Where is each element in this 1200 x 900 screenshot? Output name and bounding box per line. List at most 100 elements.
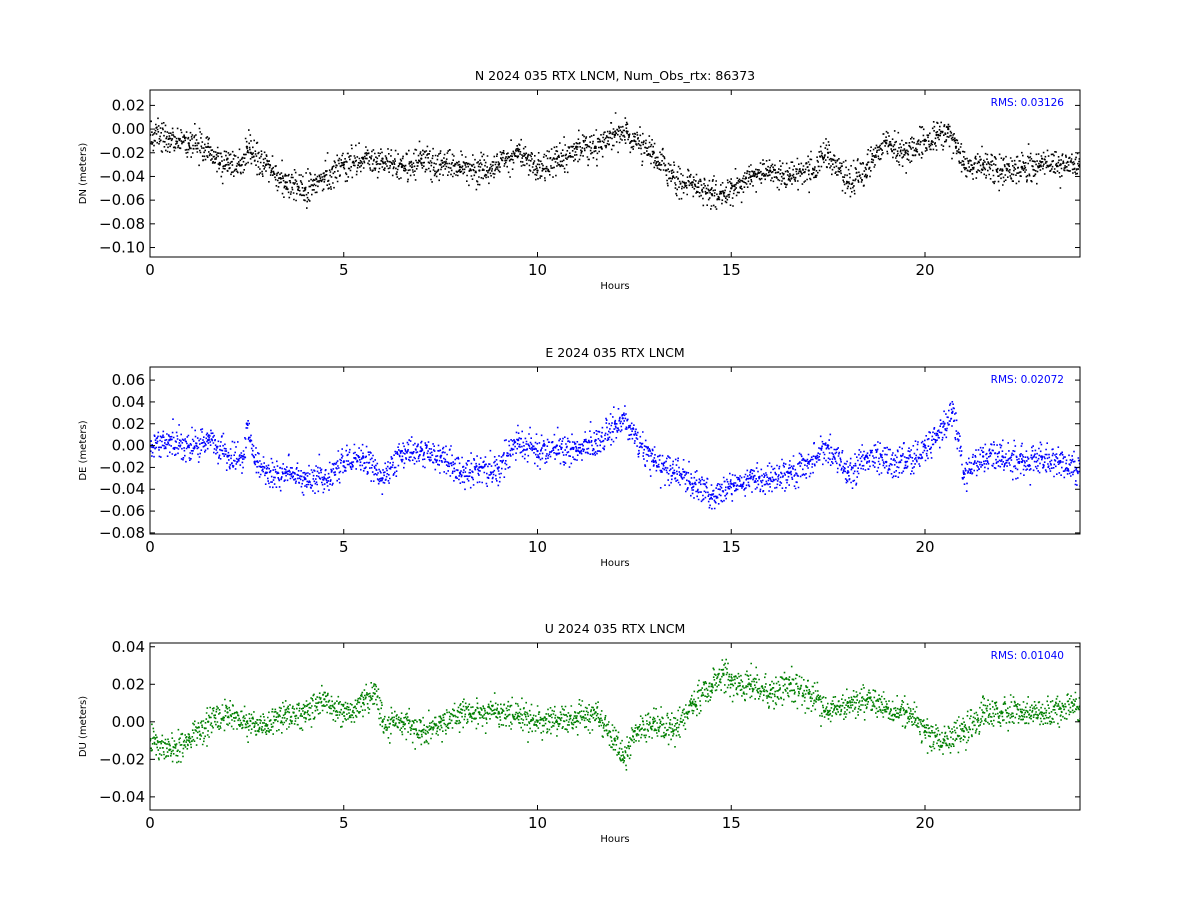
data-point <box>206 720 210 724</box>
data-point <box>516 438 520 442</box>
x-tick-label: 15 <box>722 261 741 279</box>
data-point <box>943 739 946 742</box>
data-point <box>633 139 636 143</box>
data-point <box>361 157 365 160</box>
data-point <box>373 692 376 695</box>
rms-annotation: RMS: 0.02072 <box>991 374 1064 386</box>
data-point <box>768 692 772 695</box>
data-point <box>1020 460 1024 464</box>
data-point <box>710 683 714 686</box>
panel-1: 0 5 10 15 20 0.02 0.00 −0.02 −0.04 −0.06 −0.08 −0.1… <box>78 68 1081 292</box>
data-point <box>904 711 907 714</box>
data-point <box>168 137 171 140</box>
data-point <box>594 145 597 149</box>
y-tick-label: 0.02 <box>112 96 145 114</box>
data-point <box>885 460 888 464</box>
data-point <box>652 720 655 724</box>
y-tick-label: 0.00 <box>112 713 145 731</box>
data-point <box>826 444 830 447</box>
data-point <box>381 157 384 160</box>
data-point <box>555 720 559 724</box>
data-point <box>284 181 287 184</box>
data-point <box>594 711 597 714</box>
data-point <box>788 175 791 178</box>
data-point <box>671 175 675 178</box>
panel-title: U 2024 035 RTX LNCM <box>545 621 686 636</box>
data-point <box>400 165 404 169</box>
data-point <box>923 729 927 733</box>
data-point <box>885 705 888 708</box>
x-tick-label: 0 <box>145 538 155 556</box>
data-point <box>206 438 210 442</box>
y-tick-label: −0.02 <box>99 144 145 162</box>
data-point <box>652 460 655 464</box>
axes-frame <box>149 89 1081 258</box>
data-point <box>439 163 442 166</box>
y-tick-label: 0.04 <box>112 393 145 411</box>
y-axis-label: DN (meters) <box>78 143 89 205</box>
data-points <box>150 658 1080 771</box>
x-axis-label: Hours <box>600 834 629 845</box>
y-tick-label: 0.00 <box>112 120 145 138</box>
x-tick-label: 10 <box>528 538 547 556</box>
data-point <box>206 145 210 149</box>
data-point <box>613 422 617 425</box>
data-point <box>613 739 617 742</box>
data-point <box>536 169 539 172</box>
y-tick-label: 0.04 <box>112 638 145 656</box>
data-point <box>1040 711 1043 714</box>
data-point <box>284 711 287 714</box>
data-point <box>478 466 481 469</box>
data-point <box>962 471 965 475</box>
data-point <box>323 477 326 480</box>
data-point <box>226 711 229 714</box>
data-point <box>594 438 597 442</box>
rms-annotation: RMS: 0.03126 <box>991 97 1065 109</box>
data-point <box>241 455 245 458</box>
data-point <box>249 151 252 154</box>
data-point <box>710 493 714 496</box>
data-point <box>168 748 171 752</box>
x-tick-label: 5 <box>339 538 349 556</box>
data-point <box>536 720 539 724</box>
data-point <box>691 482 694 485</box>
x-axis-label: Hours <box>600 281 629 292</box>
data-point <box>342 163 345 166</box>
data-point <box>439 455 442 458</box>
data-point <box>788 683 791 686</box>
data-point <box>284 471 287 475</box>
data-point <box>400 449 404 453</box>
data-point <box>1001 711 1004 714</box>
data-point <box>865 455 869 458</box>
y-axis-label: DU (meters) <box>78 696 89 757</box>
data-point <box>826 151 830 154</box>
data-point <box>671 729 675 733</box>
data-point <box>555 444 559 447</box>
data-point <box>575 716 578 720</box>
data-point <box>954 145 958 149</box>
data-point <box>981 455 985 458</box>
data-point <box>187 444 190 447</box>
data-point <box>187 739 190 742</box>
data-trace <box>150 401 1080 510</box>
data-point <box>265 163 268 166</box>
x-tick-label: 0 <box>145 261 155 279</box>
y-tick-label: 0.00 <box>112 437 145 455</box>
data-point <box>691 701 694 705</box>
data-point <box>478 169 481 172</box>
data-point <box>904 460 907 464</box>
data-point <box>555 157 559 160</box>
y-tick-label: −0.10 <box>99 239 145 257</box>
data-point <box>342 460 345 464</box>
data-point <box>846 471 849 475</box>
data-point <box>923 139 927 143</box>
data-point <box>342 711 345 714</box>
data-point <box>516 149 520 152</box>
data-point <box>935 133 938 137</box>
data-point <box>923 444 927 447</box>
data-point <box>458 711 462 714</box>
data-point <box>265 471 268 475</box>
data-point <box>730 187 733 190</box>
data-point <box>1040 161 1043 164</box>
